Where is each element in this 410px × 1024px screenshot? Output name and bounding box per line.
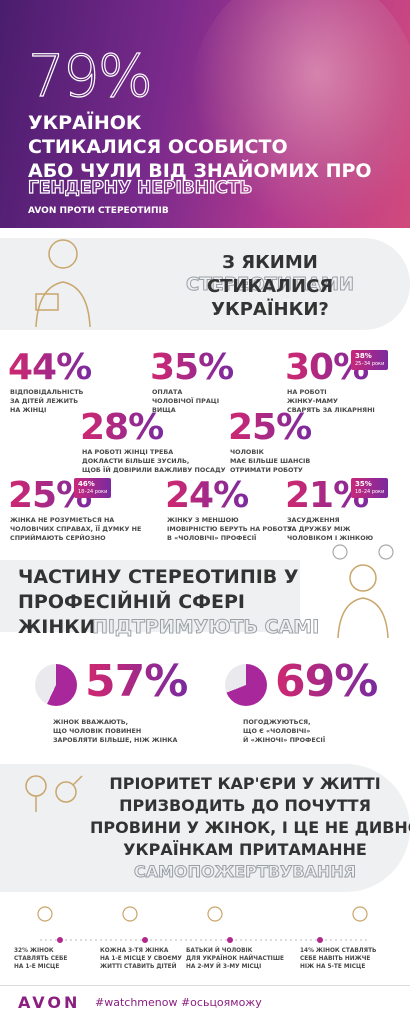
section-title: СТИКАЛИСЯ (206, 276, 334, 297)
badge: 35% 18–24 роки (351, 478, 389, 498)
woman-icon (35, 239, 91, 328)
stat-value: 35% (150, 347, 234, 388)
pie (35, 664, 77, 706)
badge-age: 18–24 роки (355, 489, 385, 496)
woman-icon (332, 544, 394, 639)
stat-caption: ДОКЛАСТИ БІЛЬШЕ ЗУСИЛЬ, (82, 457, 190, 465)
pie-value: 57% (85, 656, 188, 707)
section-title: УКРАЇНКИ? (211, 299, 329, 320)
brand: AVON (18, 993, 81, 1012)
pie-caption: Й «ЖІНОЧІ» ПРОФЕСІЇ (243, 736, 326, 744)
section-title: З ЯКИМИ СТЕРЕОТИПАМИ (140, 252, 400, 295)
stat-caption: СПРИЙМАЮТЬ СЕРЙОЗНО (10, 534, 106, 542)
badge-age: 25–34 роки (355, 361, 385, 368)
bottom-caption: СЕБЕ НАВІТЬ НИЖЧЕ (300, 956, 371, 962)
timeline (37, 906, 370, 943)
stat-caption: ІМОВІРНІСТЮ БЕРУТЬ НА РОБОТУ (167, 525, 293, 533)
bottom-caption: КОЖНА 3-ТЯ ЖІНКА (100, 948, 169, 954)
pie-caption: ЖІНОК ВВАЖАЮТЬ, (53, 718, 129, 726)
stat-caption: НА РОБОТІ (287, 388, 327, 396)
title-highlight: СТЕРЕОТИПАМИ (186, 273, 355, 295)
big-percent: 79% (27, 41, 153, 110)
section-band (0, 764, 410, 892)
section-title: ЧАСТИНУ СТЕРЕОТИПІВ У (18, 566, 299, 588)
stat-caption: ОТРИМАТИ РОБОТУ (230, 466, 303, 474)
title-text: З ЯКИМИ (222, 252, 318, 273)
pie-caption: ЩО ЧОЛОВІК ПОВИНЕН (53, 727, 142, 735)
section-title: УКРАЇНКАМ ПРИТАМАННЕ (123, 840, 367, 859)
header (0, 0, 410, 228)
badge: 46% 18–24 роки (74, 478, 112, 498)
footer-rule (0, 985, 410, 986)
bottom-caption: НІЖ НА 5-ТЕ МІСЦЕ (300, 964, 366, 970)
stat-value: 24% (165, 475, 249, 516)
section-title: ЖІНКИ (18, 616, 96, 638)
bottom-caption: ЖИТТІ СТАВИТЬ ДІТЕЙ (100, 964, 177, 970)
stat-caption: ЗА ДРУЖБУ МІЖ (287, 525, 351, 533)
pie-caption: ЩО Є «ЧОЛОВІЧІ» (243, 727, 311, 735)
stat-caption: В «ЧОЛОВІЧІ» ПРОФЕСІЇ (167, 534, 257, 542)
badge-value: 46% (78, 480, 95, 488)
bottom-caption: НА 1-Е МІСЦЕ (14, 964, 60, 970)
header-line: СТИКАЛИСЯ ОСОБИСТО (28, 136, 288, 158)
header-highlight: ГЕНДЕРНУ НЕРІВНІСТЬ (27, 177, 253, 198)
header-line: УКРАЇНОК (28, 112, 142, 134)
bottom-caption: СТАВЛЯТЬ СЕБЕ (14, 956, 68, 962)
stat-caption: ЗАСУДЖЕННЯ (287, 516, 340, 524)
gender-icon (25, 775, 83, 812)
section-highlight: САМОПОЖЕРТВУВАННЯ (133, 862, 356, 882)
stat-caption: СВАРЯТЬ ЗА ЛІКАРНЯНІ (287, 406, 375, 414)
tagline: AVON ПРОТИ СТЕРЕОТИПІВ (28, 206, 169, 216)
bottom-caption: ДЛЯ УКРАЇНОК НАЙЧАСТІШЕ (186, 956, 284, 962)
bottom-caption: БАТЬКИ Й ЧОЛОВІК (186, 948, 253, 954)
pie-caption: ЗАРОБЛЯТИ БІЛЬШЕ, НІЖ ЖІНКА (53, 736, 178, 744)
stat-caption: ЧОЛОВІЧОЇ ПРАЦІ (152, 397, 220, 405)
stat-caption: ЖІНКА НЕ РОЗУМІЄТЬСЯ НА (10, 516, 115, 524)
stat-caption: ЧОЛОВІКОМ І ЖІНКОЮ (287, 534, 374, 542)
stat-caption: ЧОЛОВІЧИХ СПРАВАХ, ЇЇ ДУМКУ НЕ (10, 525, 142, 533)
stat-caption: НА ЖІНЦІ (10, 406, 47, 414)
badge-value: 35% (355, 480, 372, 488)
section-title: ПРІОРИТЕТ КАР'ЄРИ У ЖИТТІ (109, 774, 381, 793)
stat-caption: ОПЛАТА (152, 388, 183, 396)
badge-value: 38% (355, 352, 372, 360)
badge-age: 18–24 роки (78, 489, 108, 496)
header-line: АБО ЧУЛИ ВІД ЗНАЙОМИХ ПРО (28, 160, 372, 182)
stat-caption: ЖІНКУ З МЕНШОЮ (167, 516, 239, 524)
pie (225, 664, 267, 706)
section-title: ПРИЗВОДИТЬ ДО ПОЧУТТЯ (119, 796, 371, 815)
bottom-caption: 14% ЖІНОК СТАВЛЯТЬ (300, 948, 377, 954)
stat-caption: ЧОЛОВІК (230, 448, 264, 456)
stat-caption: МАЄ БІЛЬШЕ ШАНСІВ (230, 457, 311, 465)
section-title: ПРОФЕСІЙНІЙ СФЕРІ (18, 591, 245, 613)
stat-caption: ЩОБ ЇЙ ДОВІРИЛИ ВАЖЛИВУ ПОСАДУ (82, 466, 226, 474)
stat-value: 28% (80, 407, 164, 448)
stat-caption: ВІДПОВІДАЛЬНІСТЬ (10, 388, 84, 396)
photo (190, 0, 410, 228)
hashtags: #watchmenow #осьцояможу (95, 996, 262, 1009)
bottom-caption: НА 1-Е МІСЦЕ У СВОЄМУ (100, 956, 182, 962)
pie-caption: ПОГОДЖУЮТЬСЯ, (243, 718, 311, 726)
stat-value: 25% (228, 407, 312, 448)
stat-caption: ВИЩА (152, 406, 176, 414)
pie-value: 69% (275, 656, 378, 707)
bottom-caption: 32% ЖІНОК (14, 948, 54, 954)
section-title: ПРОВИНИ У ЖІНОК, І ЦЕ НЕ ДИВНО — (90, 818, 410, 837)
badge: 38% 25–34 роки (351, 350, 389, 370)
stat-value: 44% (8, 347, 92, 388)
stat-caption: НА РОБОТІ ЖІНЦІ ТРЕБА (82, 448, 174, 456)
section-highlight: ПІДТРИМУЮТЬ САМІ (91, 616, 320, 639)
stat-caption: ЗА ДІТЕЙ ЛЕЖИТЬ (10, 397, 79, 405)
bottom-caption: НА 2-МУ Й 3-МУ МІСЦІ (186, 964, 262, 970)
stat-caption: ЖІНКУ-МАМУ (287, 397, 338, 405)
section-band (0, 560, 300, 632)
